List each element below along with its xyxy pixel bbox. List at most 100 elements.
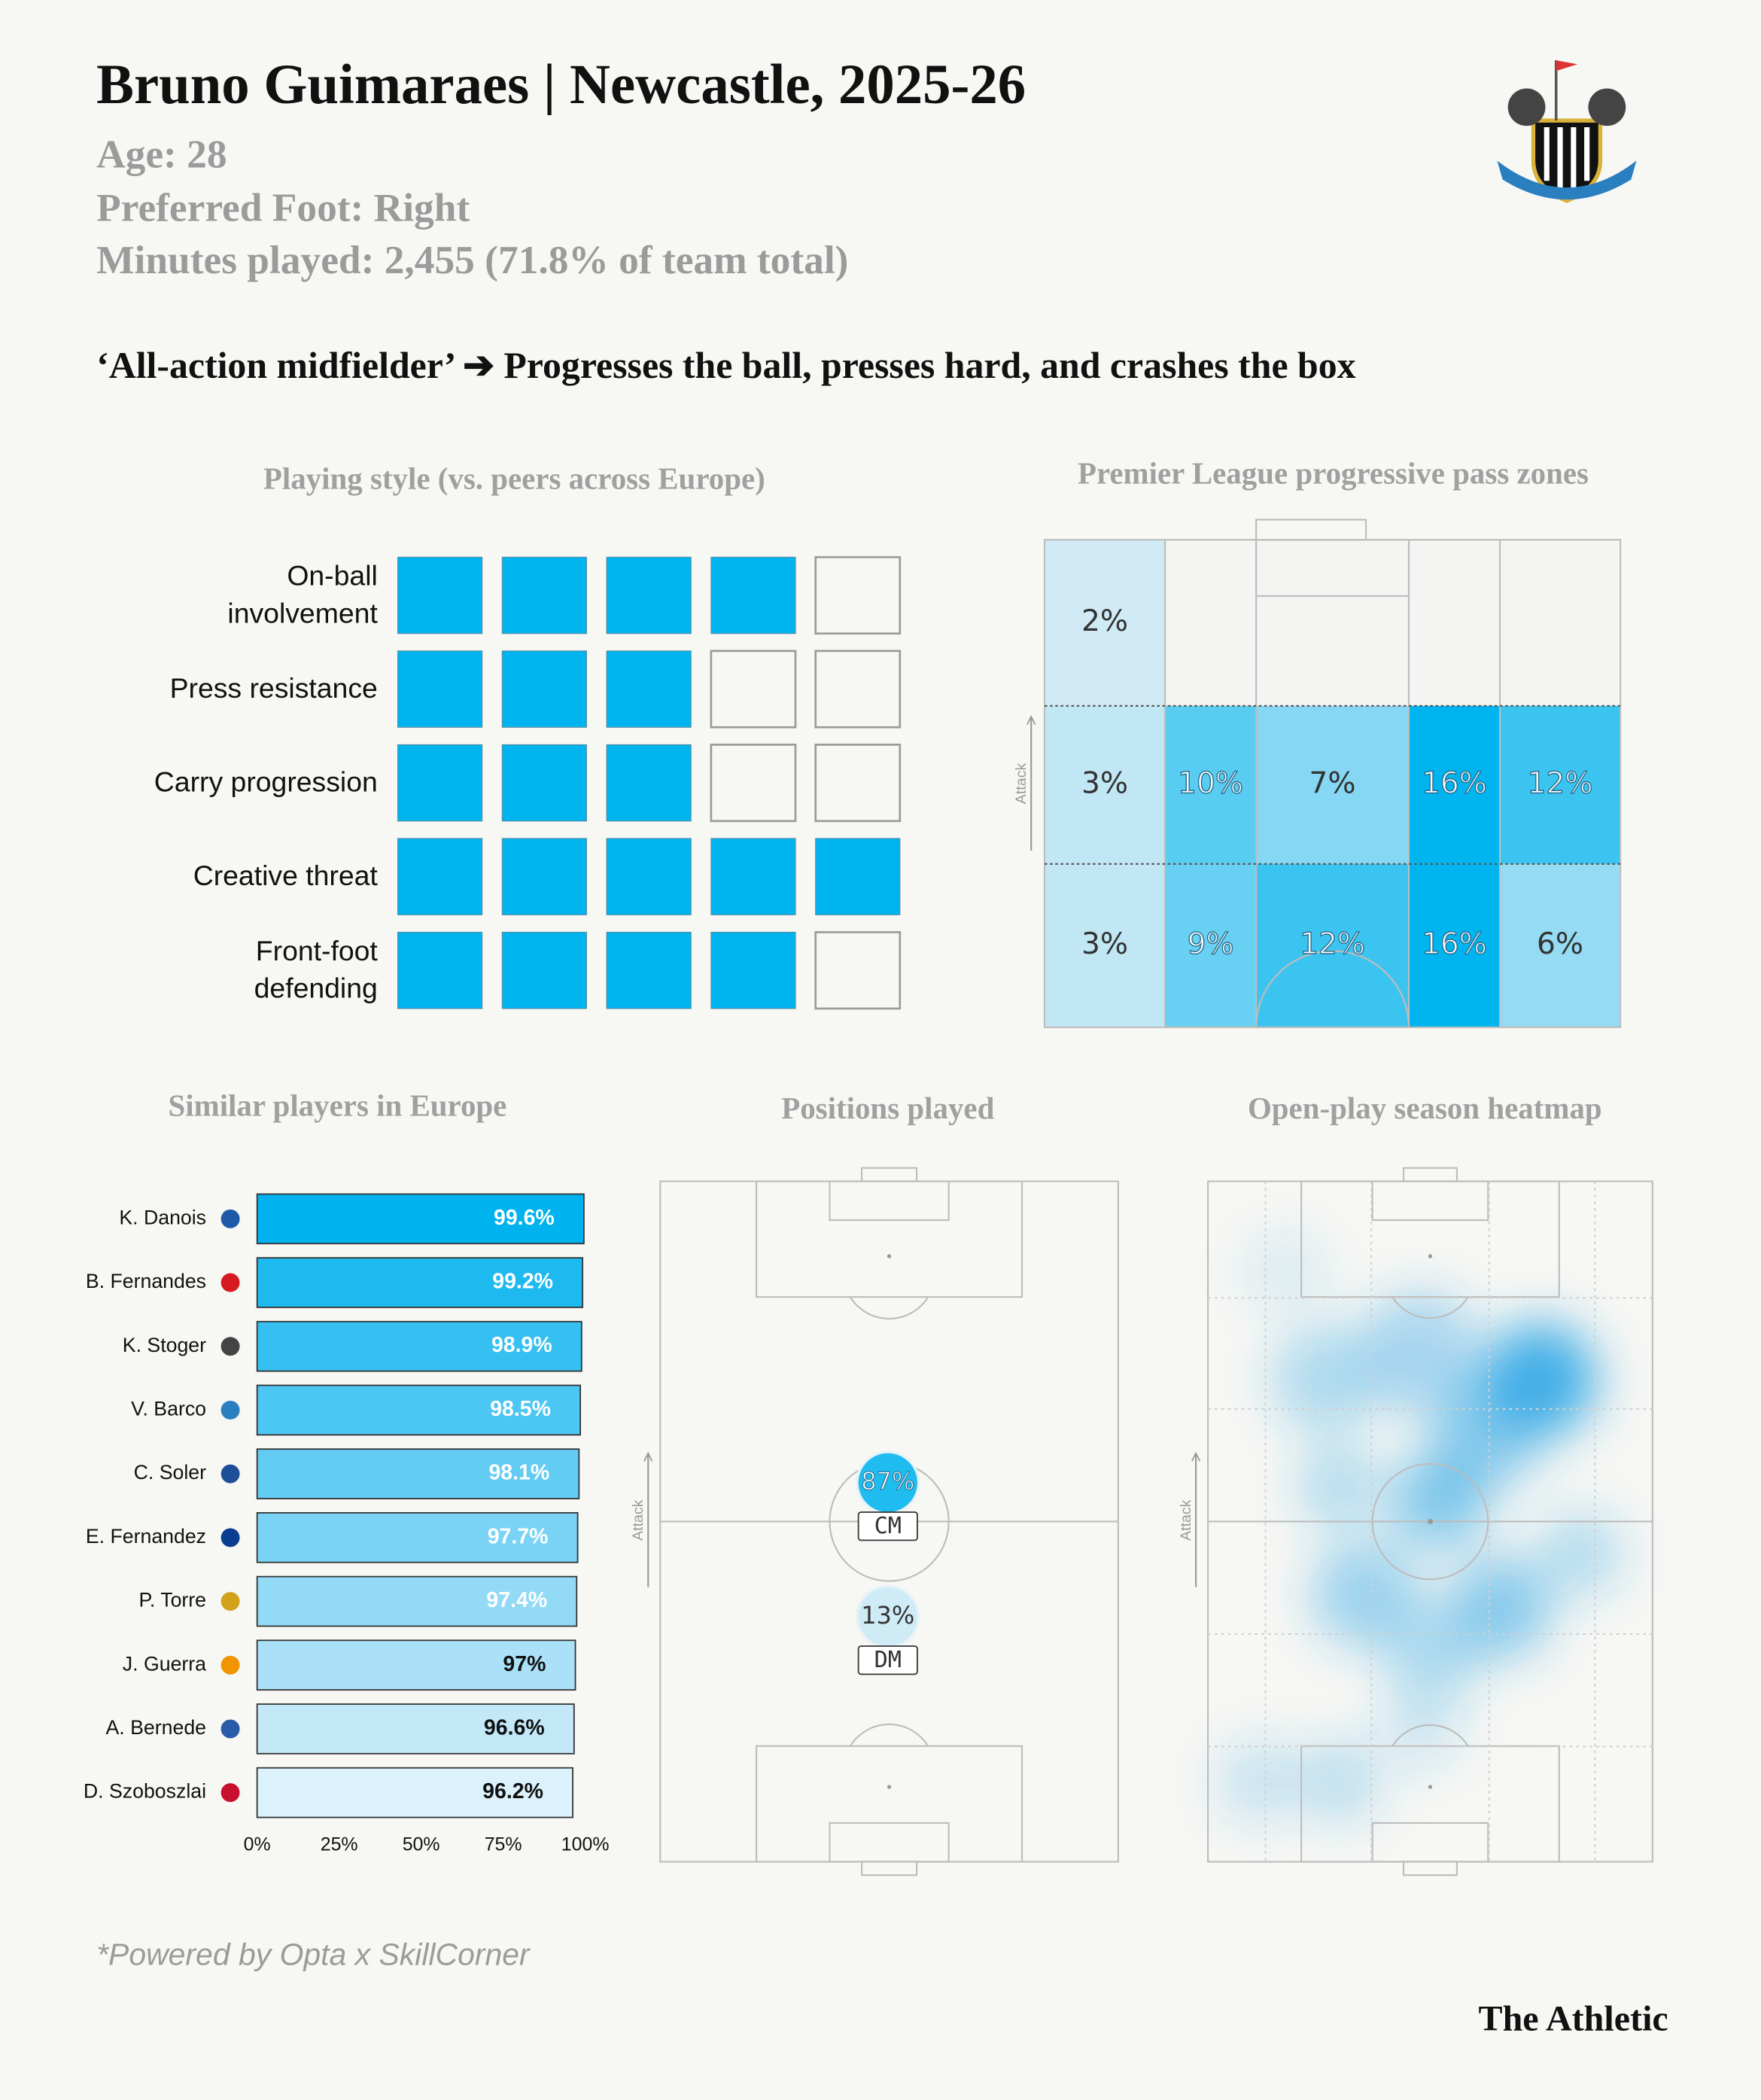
rating-box [501,556,587,635]
style-label: Press resistance [169,673,378,705]
rating-box [710,838,796,915]
bar [256,1767,573,1818]
value-label: 97% [503,1652,546,1676]
chart-title: Positions played [781,1091,995,1125]
pitch-line [756,1745,1023,1863]
zone-label: 12% [1528,766,1593,800]
club-icon [221,1528,240,1548]
axis-label: Attack [1013,763,1030,805]
pitch-spot [887,1785,892,1789]
minutes: Minutes played: 2,455 (71.8% of team tot… [96,238,849,283]
pitch-spot [1428,1254,1433,1258]
heat-blobs [1218,1232,1621,1822]
pitch-spot [887,1254,892,1258]
club-icon [221,1464,240,1484]
pitch-line [1371,1822,1489,1863]
zone-label: 10% [1178,766,1243,800]
pitch-line [1255,519,1367,541]
chart-title: Playing style (vs. peers across Europe) [263,461,765,496]
value-label: 97.4% [486,1588,547,1612]
pitch-line [1391,1724,1469,1747]
value-label: 98.5% [490,1397,551,1421]
zone-cell [1256,705,1410,864]
rating-box [501,650,587,728]
heat-blob [1299,1741,1379,1822]
rating-box [397,650,483,728]
value-label: 99.6% [494,1206,555,1230]
value-label: 97.7% [488,1524,549,1548]
pitch-line [1300,1180,1560,1298]
position-name: CM [874,1513,902,1539]
x-tick-label: 100% [561,1834,610,1855]
bar [256,1703,575,1755]
player-name: V. Barco [131,1397,206,1420]
player-name: K. Danois [119,1206,206,1228]
player-name: K. Stoger [123,1334,206,1356]
rating-box [397,931,483,1009]
club-icon [221,1209,240,1228]
bar [256,1320,582,1372]
empty-box [710,744,797,823]
arrow-head [1191,1451,1201,1462]
headline: ‘All-action midfielder’ ➔ Progresses the… [96,345,1356,388]
zone-label: 3% [1081,927,1128,961]
rating-box [501,744,587,822]
style-label: Carry progression [154,766,378,798]
zone-cell [1044,540,1166,706]
pitch-line [829,1822,950,1863]
value-label: 96.2% [482,1779,543,1803]
zone-cell [1165,863,1257,1027]
empty-box [814,744,902,823]
x-tick-label: 50% [403,1834,440,1855]
zone-cell [1044,863,1166,1027]
bar [256,1575,578,1627]
club-icon [221,1592,240,1611]
value-label: 98.1% [488,1461,549,1485]
heat-blob [1359,1292,1480,1414]
rating-box [397,744,483,822]
pitch-spot [1428,1785,1433,1789]
empty-box [814,650,902,729]
pitch-line [860,1861,918,1876]
heat-blob [1299,1446,1379,1527]
zone-label: 16% [1422,766,1487,800]
zone-cell [1165,705,1257,864]
position-name: DM [874,1647,902,1673]
style-label: On-ball involvement [227,560,378,629]
pitch-spot [1427,1518,1434,1525]
bar [256,1512,579,1563]
chart-title: Premier League progressive pass zones [1077,456,1589,491]
zone-cell [1044,705,1166,864]
rating-box [397,556,483,635]
value-label: 96.6% [484,1715,545,1739]
bar [256,1448,580,1499]
rating-box [710,931,796,1009]
heat-blob [1379,1688,1460,1768]
pitch-line [756,1180,1023,1298]
value-label: 98.9% [491,1333,552,1357]
club-crest [1497,60,1637,203]
axis-label: Attack [1178,1499,1194,1541]
zone-label: 7% [1309,766,1356,800]
player-name: J. Guerra [123,1652,206,1675]
zone-empty [1256,540,1410,706]
player-name: A. Bernede [106,1716,207,1739]
age: Age: 28 [96,132,227,177]
style-label: Front-foot defending [254,935,378,1004]
rating-box [606,744,692,822]
empty-box [814,555,902,635]
zone-label: 3% [1081,766,1128,800]
heat-blob [1312,1540,1420,1648]
chart-title: Open-play season heatmap [1247,1091,1602,1125]
club-icon [221,1337,240,1356]
zone-cell [1409,863,1501,1027]
pitch-line [829,1180,950,1222]
bar [256,1384,581,1436]
rating-box [710,556,796,635]
empty-box [710,650,797,729]
club-icon [221,1783,240,1803]
empty-box [814,931,902,1010]
pitch-line [849,1296,929,1320]
page-title: Bruno Guimaraes | Newcastle, 2025-26 [96,54,1026,117]
heat-blob [1540,1513,1621,1594]
